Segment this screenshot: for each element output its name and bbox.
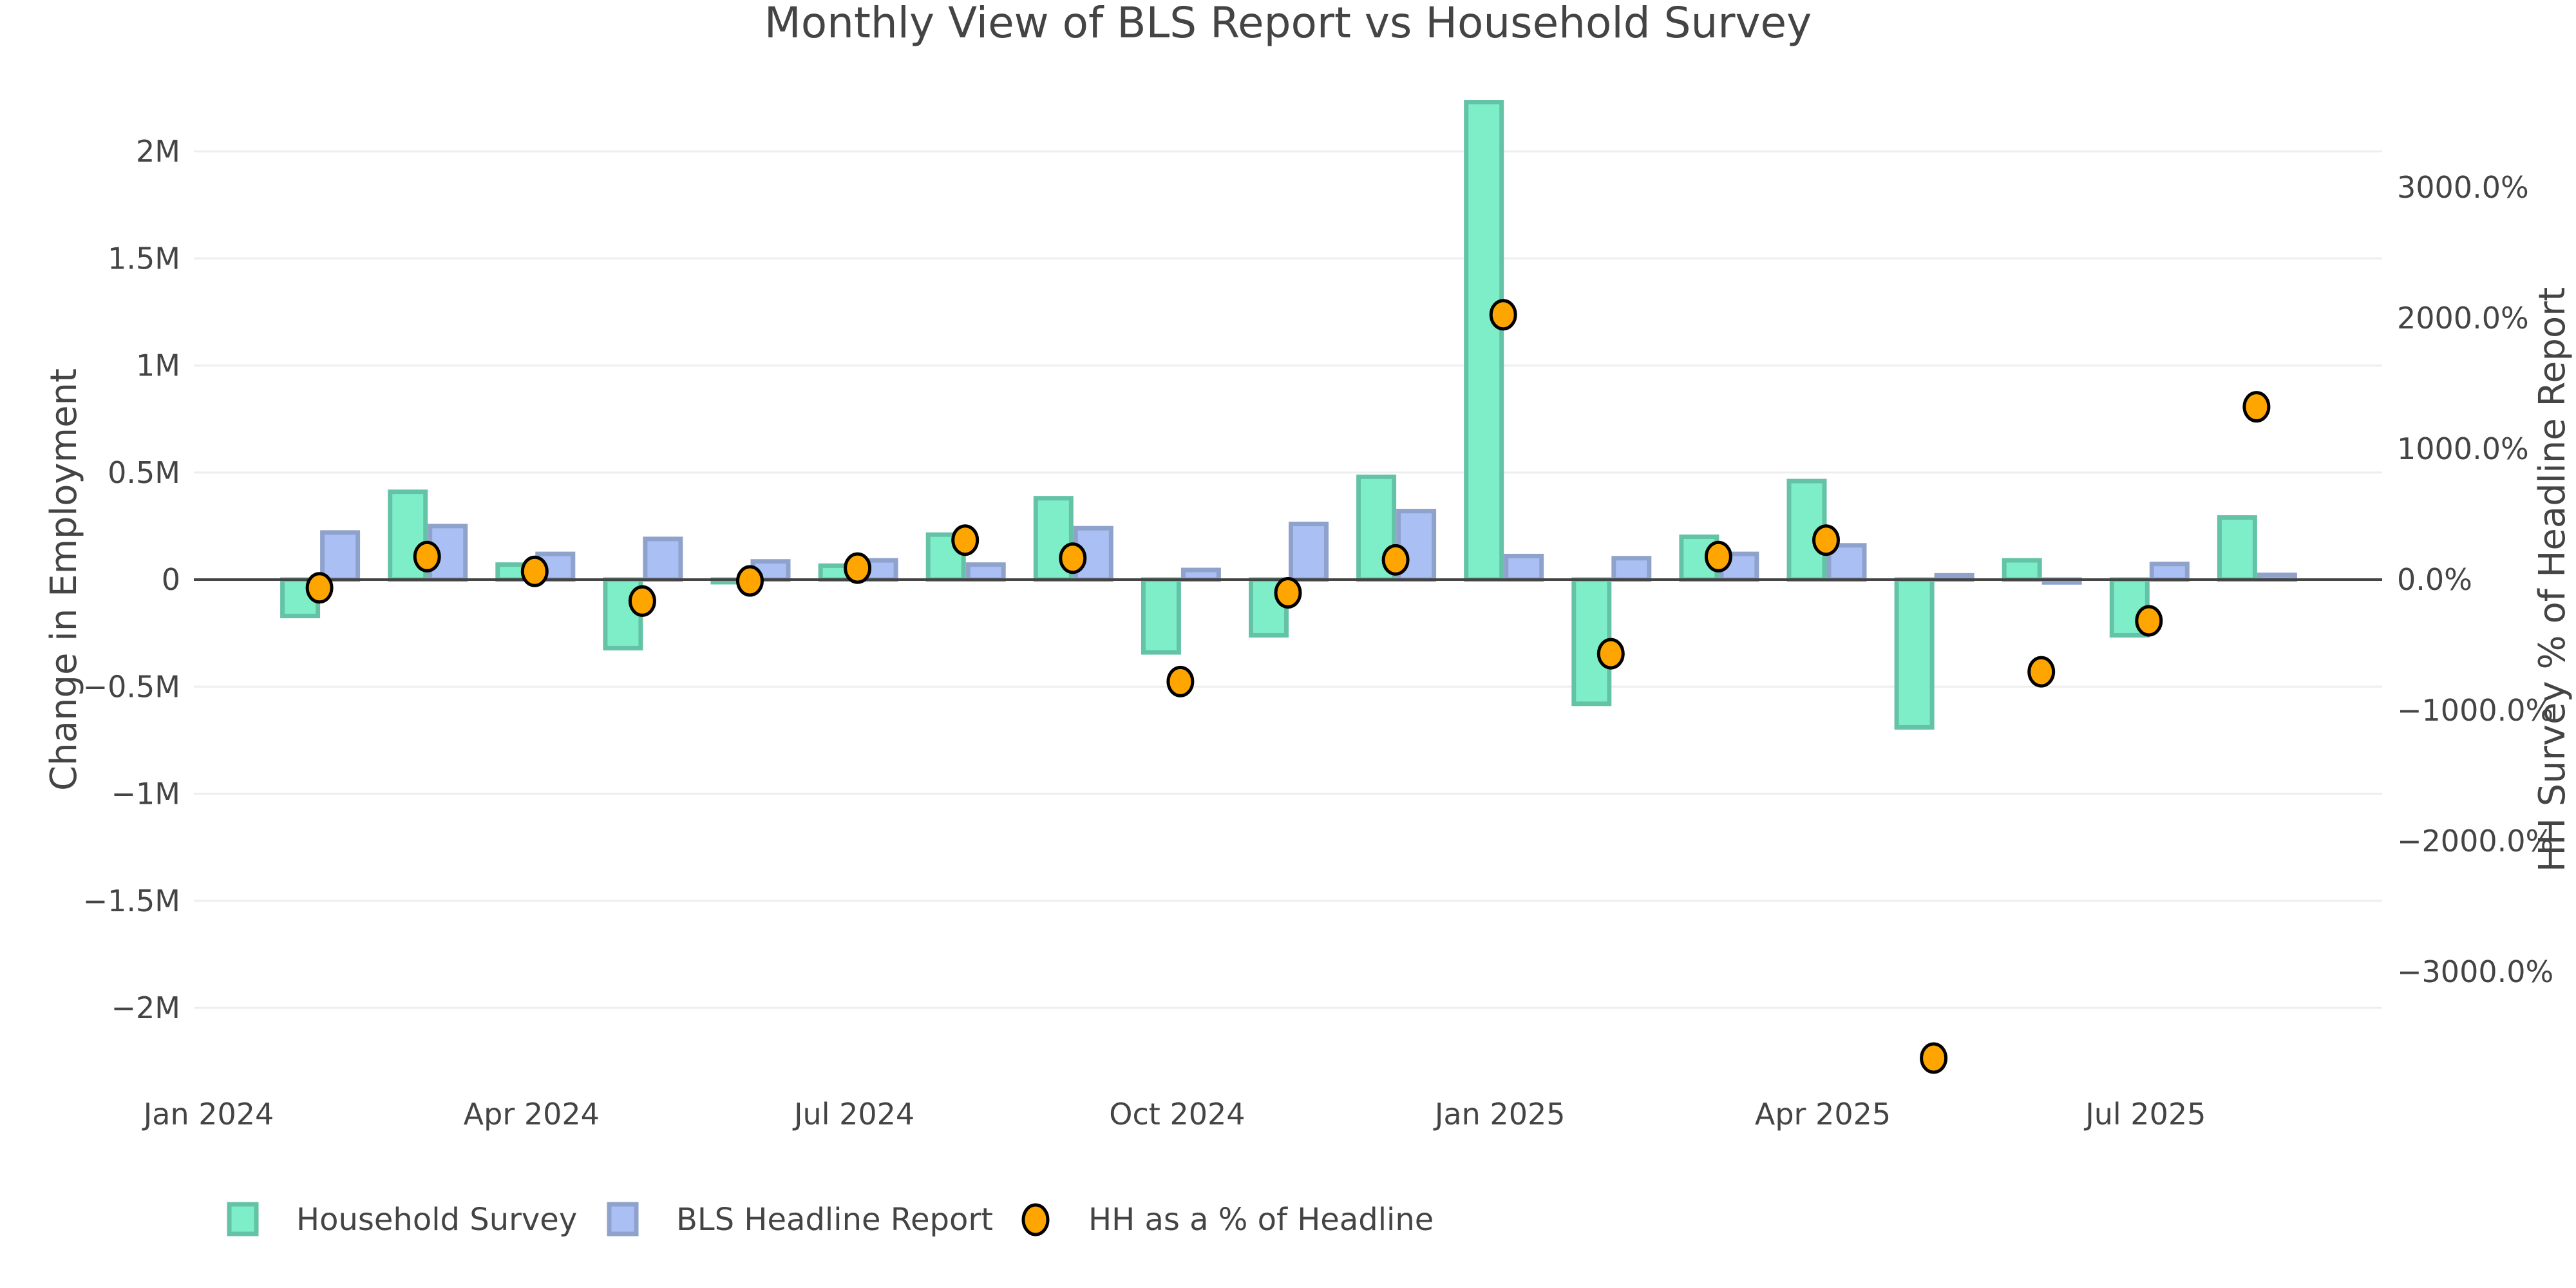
legend-label-hh-percent: HH as a % of Headline — [1088, 1202, 1434, 1238]
legend-item-household-survey[interactable]: Household Survey — [227, 1202, 577, 1238]
hh-percent-point[interactable] — [1489, 299, 1517, 331]
legend-item-hh-percent[interactable]: HH as a % of Headline — [1021, 1202, 1434, 1238]
bls-headline-bar[interactable] — [643, 536, 683, 582]
y2-tick-label: 3000.0% — [2397, 170, 2529, 205]
x-tick-label: Jul 2025 — [2083, 1097, 2206, 1132]
hh-percent-point[interactable] — [1596, 638, 1625, 670]
y2-tick-label: −1000.0% — [2397, 693, 2553, 728]
hh-percent-point[interactable] — [628, 585, 656, 617]
bls-headline-bar[interactable] — [965, 562, 1006, 582]
hh-percent-point[interactable] — [1381, 544, 1410, 576]
x-tick-label: Oct 2024 — [1109, 1097, 1245, 1132]
y-tick-label: 1M — [136, 348, 180, 383]
y-tick-label: −1M — [111, 777, 181, 811]
y2-tick-label: 2000.0% — [2397, 301, 2529, 336]
hh-percent-point[interactable] — [520, 555, 549, 587]
bls-headline-bar[interactable] — [1180, 567, 1221, 582]
chart-title: Monthly View of BLS Report vs Household … — [764, 0, 1812, 48]
y2-axis-title: HH Survey % of Headline Report — [2532, 287, 2573, 872]
hh-percent-point[interactable] — [305, 572, 334, 604]
x-tick-label: Jul 2024 — [792, 1097, 914, 1132]
y-tick-label: −2M — [111, 990, 181, 1025]
hh-percent-point[interactable] — [2242, 391, 2271, 423]
x-axis-ticks: Jan 2024 Apr 2024 Jul 2024 Oct 2024 Jan 2025… — [142, 1097, 2206, 1132]
legend-label-bls-headline: BLS Headline Report — [676, 1202, 993, 1238]
x-tick-label: Apr 2024 — [464, 1097, 600, 1132]
legend-label-household-survey: Household Survey — [296, 1202, 577, 1238]
legend-item-bls-headline[interactable]: BLS Headline Report — [607, 1202, 993, 1238]
y2-tick-label: 1000.0% — [2397, 431, 2529, 466]
bls-headline-bar[interactable] — [2149, 562, 2190, 582]
bls-headline-bar[interactable] — [320, 530, 361, 582]
hh-percent-point[interactable] — [1166, 665, 1195, 697]
gridlines — [194, 150, 2382, 1009]
bls-headline-bar[interactable] — [1611, 556, 1652, 582]
bls-headline-bar[interactable] — [428, 524, 468, 582]
household-survey-bar[interactable] — [1894, 577, 1935, 730]
household-survey-bar[interactable] — [1464, 100, 1504, 582]
x-tick-label: Apr 2025 — [1755, 1097, 1891, 1132]
y-axis-ticks: 2M 1.5M 1M 0.5M 0 −0.5M −1M −1.5M −2M — [83, 134, 180, 1025]
hh-percent-point[interactable] — [844, 552, 872, 584]
y-tick-label: 0.5M — [108, 455, 180, 490]
y-tick-label: −1.5M — [83, 884, 180, 918]
household-survey-bar[interactable] — [1141, 577, 1181, 655]
y-tick-label: −0.5M — [83, 669, 180, 704]
hh-percent-point[interactable] — [736, 565, 764, 597]
x-tick-label: Jan 2024 — [142, 1097, 274, 1132]
y-tick-label: 2M — [136, 134, 180, 169]
y2-tick-label: −3000.0% — [2397, 954, 2553, 989]
y2-tick-label: −2000.0% — [2397, 824, 2553, 858]
y2-tick-label: 0.0% — [2397, 562, 2472, 597]
hh-percent-point[interactable] — [2027, 656, 2056, 688]
hh-percent-point[interactable] — [1812, 524, 1840, 556]
legend: Household Survey BLS Headline Report HH … — [227, 1202, 1434, 1238]
scatter-points — [305, 299, 2271, 1074]
bls-headline-bar[interactable] — [1289, 522, 1329, 582]
hh-percent-point[interactable] — [1704, 540, 1732, 573]
household-survey-bar[interactable] — [2002, 558, 2042, 582]
y-tick-label: 0 — [162, 562, 180, 597]
hh-percent-point[interactable] — [951, 524, 980, 556]
hh-percent-point[interactable] — [1059, 542, 1087, 574]
household-survey-bar[interactable] — [2217, 515, 2257, 582]
bars — [280, 100, 2297, 730]
hh-percent-point[interactable] — [1920, 1042, 1948, 1074]
legend-swatch-bls-headline — [607, 1202, 639, 1236]
bls-headline-bar[interactable] — [1504, 553, 1544, 582]
legend-swatch-household-survey — [227, 1202, 259, 1236]
hh-percent-point[interactable] — [2135, 605, 2163, 637]
hh-percent-point[interactable] — [413, 540, 441, 573]
legend-marker-hh-percent — [1021, 1203, 1050, 1236]
y-axis-title: Change in Employment — [43, 368, 85, 791]
hh-percent-point[interactable] — [1274, 577, 1302, 609]
y-tick-label: 1.5M — [108, 241, 180, 276]
y2-axis-ticks: 3000.0% 2000.0% 1000.0% 0.0% −1000.0% −2000.0… — [2397, 170, 2553, 989]
x-tick-label: Jan 2025 — [1433, 1097, 1566, 1132]
household-survey-bar[interactable] — [1033, 496, 1074, 582]
